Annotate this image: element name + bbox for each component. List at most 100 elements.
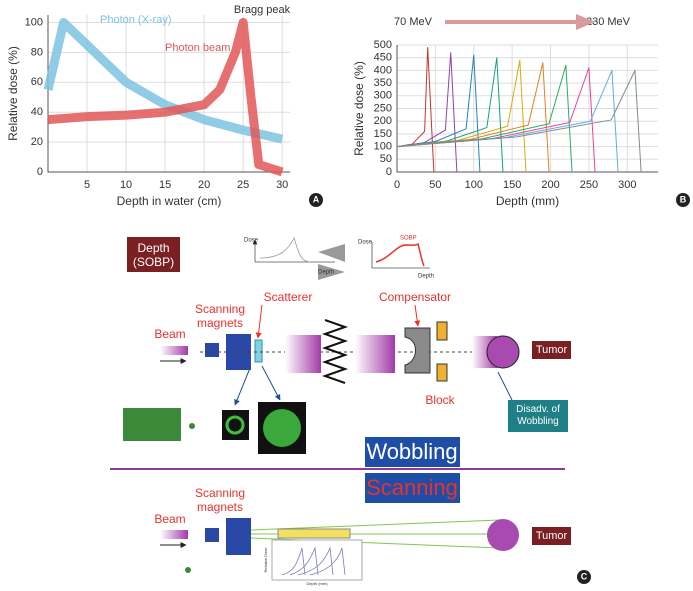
x-tick-label: 5 xyxy=(84,179,90,191)
label: Scatterer xyxy=(263,290,313,304)
annotation: Bragg peak xyxy=(234,4,291,16)
y-tick-label: 350 xyxy=(374,77,392,89)
sobp-sketch xyxy=(255,238,430,280)
label: Beam xyxy=(154,512,186,526)
series-line xyxy=(396,57,504,173)
panel-badge xyxy=(309,193,323,207)
y-tick-label: 200 xyxy=(374,115,392,127)
ridge-filter xyxy=(321,319,349,384)
section-title: Wobbling xyxy=(366,439,457,464)
x-axis-title: Depth in water (cm) xyxy=(117,194,222,208)
profile xyxy=(123,408,181,441)
y-tick-label: 400 xyxy=(374,64,392,76)
y-tick-label: 100 xyxy=(25,16,43,28)
beam-spread xyxy=(285,335,321,373)
tumor-box: Tumor xyxy=(532,341,571,359)
series-label: Photon beam xyxy=(165,42,230,54)
arrow xyxy=(234,367,251,406)
x-tick-label: 150 xyxy=(503,179,521,191)
sketch-label: Depth xyxy=(318,270,334,276)
y-tick-label: 300 xyxy=(374,90,392,102)
annotation: 230 MeV xyxy=(586,16,631,28)
series-line xyxy=(396,69,642,173)
y-tick-label: 0 xyxy=(37,166,43,178)
x-tick-label: 15 xyxy=(159,179,171,191)
beam-spread xyxy=(355,335,395,373)
x-tick-label: 100 xyxy=(465,179,483,191)
tumor xyxy=(486,335,520,369)
x-tick-label: 20 xyxy=(198,179,210,191)
inset-label: Relative Dose xyxy=(263,547,268,573)
axis xyxy=(47,15,290,173)
section-title: Scanning xyxy=(366,475,458,500)
compensator xyxy=(404,327,431,374)
panel-label: C xyxy=(581,571,588,581)
x-tick-label: 200 xyxy=(541,179,559,191)
x-tick-label: 250 xyxy=(580,179,598,191)
x-tick-label: 50 xyxy=(429,179,441,191)
spot xyxy=(185,567,191,573)
y-tick-label: 80 xyxy=(31,46,43,58)
x-axis-title: Depth (mm) xyxy=(496,194,559,208)
field xyxy=(263,409,301,447)
y-tick-label: 150 xyxy=(374,128,392,140)
x-tick-label: 0 xyxy=(394,179,400,191)
y-tick-label: 40 xyxy=(31,106,43,118)
beam xyxy=(160,346,188,355)
series-line xyxy=(43,17,284,144)
magnet xyxy=(226,518,251,555)
inset-curves xyxy=(281,546,346,576)
arrow xyxy=(255,304,263,339)
arrow xyxy=(497,371,513,401)
y-tick-label: 50 xyxy=(380,153,392,165)
sobp-box: Depth (SOBP) xyxy=(127,237,180,272)
series-line xyxy=(396,62,550,173)
y-axis-title: Relative dose (%) xyxy=(6,46,20,141)
inset-banner xyxy=(277,528,351,539)
beam xyxy=(160,530,188,539)
x-tick-label: 300 xyxy=(618,179,636,191)
inset-label: Depth (mm) xyxy=(306,581,328,586)
arrow xyxy=(261,365,281,401)
y-tick-label: 450 xyxy=(374,52,392,64)
spot xyxy=(189,423,195,429)
series-line xyxy=(396,54,481,173)
energy-arrow xyxy=(445,14,596,30)
label: Scanning magnets xyxy=(194,486,246,514)
sketch-label: Dose xyxy=(358,240,373,246)
annotation: 70 MeV xyxy=(394,16,433,28)
arrow xyxy=(414,304,421,327)
series-label: Photon (X-ray) xyxy=(100,14,172,26)
panel-label: B xyxy=(680,194,687,204)
y-tick-label: 250 xyxy=(374,102,392,114)
label: Compensator xyxy=(378,290,452,304)
block xyxy=(436,363,448,382)
y-tick-label: 500 xyxy=(374,39,392,51)
series-line xyxy=(396,59,527,173)
scatterer xyxy=(254,339,263,363)
panel-c: Dose Depth SOBP Dose Depth Wobbling Scan… xyxy=(110,236,591,586)
panel-badge xyxy=(676,193,690,207)
charts: 0 20 40 60 80 100 5 10 15 20 25 30 Depth in water (c… xyxy=(6,4,690,208)
label: Block xyxy=(425,393,455,407)
panel-label: A xyxy=(313,194,320,204)
x-tick-label: 30 xyxy=(276,179,288,191)
y-tick-label: 100 xyxy=(374,141,392,153)
panel-badge xyxy=(577,570,591,584)
y-tick-label: 0 xyxy=(386,166,392,178)
series-line xyxy=(396,47,435,173)
sketch-label: Depth xyxy=(418,274,434,280)
x-tick-label: 10 xyxy=(120,179,132,191)
y-tick-label: 20 xyxy=(31,136,43,148)
sketch-label: Dose xyxy=(244,238,259,244)
magnet xyxy=(205,343,219,357)
series-line xyxy=(47,17,284,177)
y-tick-label: 60 xyxy=(31,76,43,88)
y-axis-title: Relative dose (%) xyxy=(352,61,366,156)
title-box xyxy=(365,437,460,467)
magnet xyxy=(205,528,219,542)
note-box: Disadv. of Wobbling xyxy=(508,400,568,432)
label: Scanning magnets xyxy=(194,302,246,330)
